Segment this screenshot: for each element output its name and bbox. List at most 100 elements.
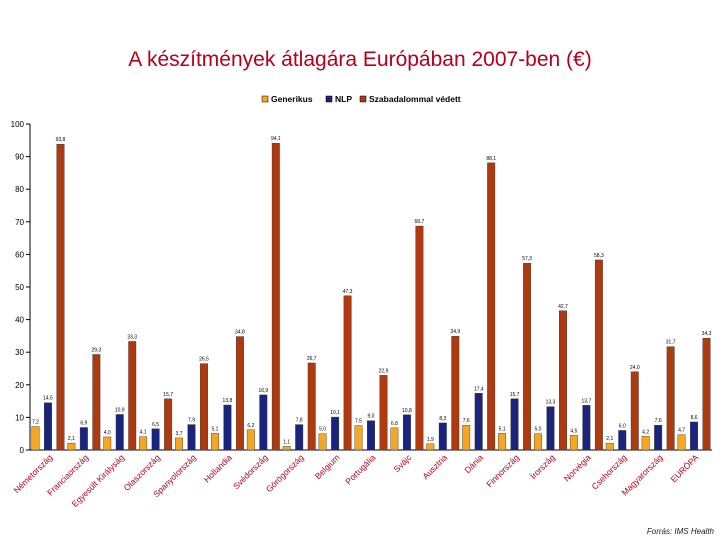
chart-title: A készítmények átlagára Európában 2007-b… bbox=[128, 48, 592, 71]
x-tick-label: Svájc bbox=[392, 452, 414, 474]
bar bbox=[115, 414, 124, 451]
data-label: 6,9 bbox=[80, 421, 87, 427]
x-tick-label: Dánia bbox=[462, 452, 485, 475]
bar bbox=[128, 341, 137, 451]
data-label: 34,8 bbox=[235, 330, 245, 336]
data-label: 15,7 bbox=[163, 392, 173, 398]
bar bbox=[295, 424, 304, 451]
bar bbox=[415, 225, 424, 451]
x-tick-label: Írország bbox=[528, 452, 557, 481]
bar bbox=[426, 443, 435, 451]
bar bbox=[271, 143, 280, 451]
bar bbox=[605, 442, 614, 451]
data-label: 1,9 bbox=[427, 437, 434, 443]
data-label: 68,7 bbox=[415, 219, 425, 225]
data-label: 4,2 bbox=[642, 429, 649, 435]
bar bbox=[79, 427, 88, 451]
data-label: 7,8 bbox=[296, 418, 303, 424]
data-label: 26,5 bbox=[199, 357, 209, 363]
bar bbox=[151, 428, 160, 451]
data-label: 5,0 bbox=[534, 427, 541, 433]
data-label: 42,7 bbox=[558, 304, 568, 310]
bar bbox=[402, 414, 411, 451]
bar bbox=[175, 437, 183, 451]
bar bbox=[462, 425, 471, 451]
data-label: 7,9 bbox=[188, 418, 195, 424]
bar bbox=[223, 404, 232, 451]
y-tick-label: 40 bbox=[15, 316, 24, 325]
data-label: 13,8 bbox=[223, 398, 233, 404]
y-tick-label: 20 bbox=[15, 381, 24, 390]
bar bbox=[67, 442, 76, 451]
x-tick-label: Görögország bbox=[264, 452, 306, 494]
bar bbox=[594, 259, 603, 451]
x-tick-label: Ausztria bbox=[420, 452, 449, 481]
bar bbox=[498, 433, 507, 451]
x-tick-label: Portugália bbox=[343, 452, 377, 486]
bar bbox=[690, 421, 699, 451]
legend-swatch bbox=[325, 95, 333, 103]
bar bbox=[43, 402, 52, 451]
bar bbox=[103, 436, 112, 451]
bar bbox=[559, 310, 567, 451]
data-label: 7,2 bbox=[32, 420, 39, 426]
bar bbox=[31, 426, 40, 451]
data-label: 58,3 bbox=[594, 253, 604, 259]
bar bbox=[654, 425, 663, 451]
data-label: 17,4 bbox=[474, 386, 484, 392]
data-label: 31,7 bbox=[666, 340, 676, 346]
data-label: 94,1 bbox=[271, 136, 281, 142]
data-label: 24,0 bbox=[630, 365, 640, 371]
x-tick-label: Hollandia bbox=[202, 452, 234, 484]
data-label: 9,0 bbox=[368, 414, 375, 420]
bar bbox=[569, 435, 578, 451]
data-label: 6,0 bbox=[619, 423, 626, 429]
bar bbox=[487, 162, 496, 451]
bar bbox=[534, 433, 542, 451]
bar bbox=[56, 144, 65, 451]
data-label: 1,1 bbox=[283, 439, 290, 445]
data-label: 34,9 bbox=[450, 329, 460, 335]
bar bbox=[546, 406, 555, 451]
data-label: 3,7 bbox=[176, 431, 183, 437]
bar bbox=[390, 427, 399, 451]
data-label: 2,1 bbox=[606, 436, 613, 442]
x-tick-label: Norvégia bbox=[562, 452, 593, 483]
data-label: 5,0 bbox=[319, 427, 326, 433]
data-label: 5,1 bbox=[211, 426, 218, 432]
data-label: 22,9 bbox=[379, 368, 389, 374]
bar bbox=[318, 433, 327, 451]
data-label: 13,7 bbox=[582, 398, 592, 404]
bar bbox=[92, 354, 101, 451]
data-label: 5,1 bbox=[499, 426, 506, 432]
bar bbox=[438, 422, 447, 451]
bar bbox=[307, 362, 316, 451]
bar bbox=[354, 425, 363, 451]
y-tick-label: 30 bbox=[15, 348, 24, 357]
data-label: 10,9 bbox=[115, 407, 125, 413]
y-tick-label: 70 bbox=[15, 218, 24, 227]
data-label: 33,3 bbox=[127, 334, 137, 340]
bar bbox=[282, 446, 291, 451]
data-label: 88,1 bbox=[486, 156, 496, 162]
data-label: 6,5 bbox=[152, 422, 159, 428]
bar bbox=[187, 424, 196, 451]
data-label: 8,3 bbox=[439, 416, 446, 422]
bar bbox=[246, 429, 255, 451]
bar bbox=[641, 436, 650, 451]
data-label: 93,8 bbox=[56, 137, 66, 143]
data-label: 29,3 bbox=[91, 347, 101, 353]
data-label: 7,6 bbox=[655, 418, 662, 424]
bar bbox=[474, 393, 483, 451]
bar bbox=[343, 295, 352, 451]
data-label: 4,1 bbox=[140, 430, 147, 436]
source-note: Forrás: IMS Health bbox=[646, 527, 714, 536]
legend: Generikus NLP Szabadalommal védett bbox=[261, 94, 461, 104]
data-label: 6,2 bbox=[247, 423, 254, 429]
data-label: 15,7 bbox=[510, 392, 520, 398]
legend-label: Generikus bbox=[271, 94, 313, 104]
bar bbox=[331, 416, 340, 451]
legend-swatch bbox=[261, 95, 269, 103]
bar bbox=[379, 375, 388, 451]
